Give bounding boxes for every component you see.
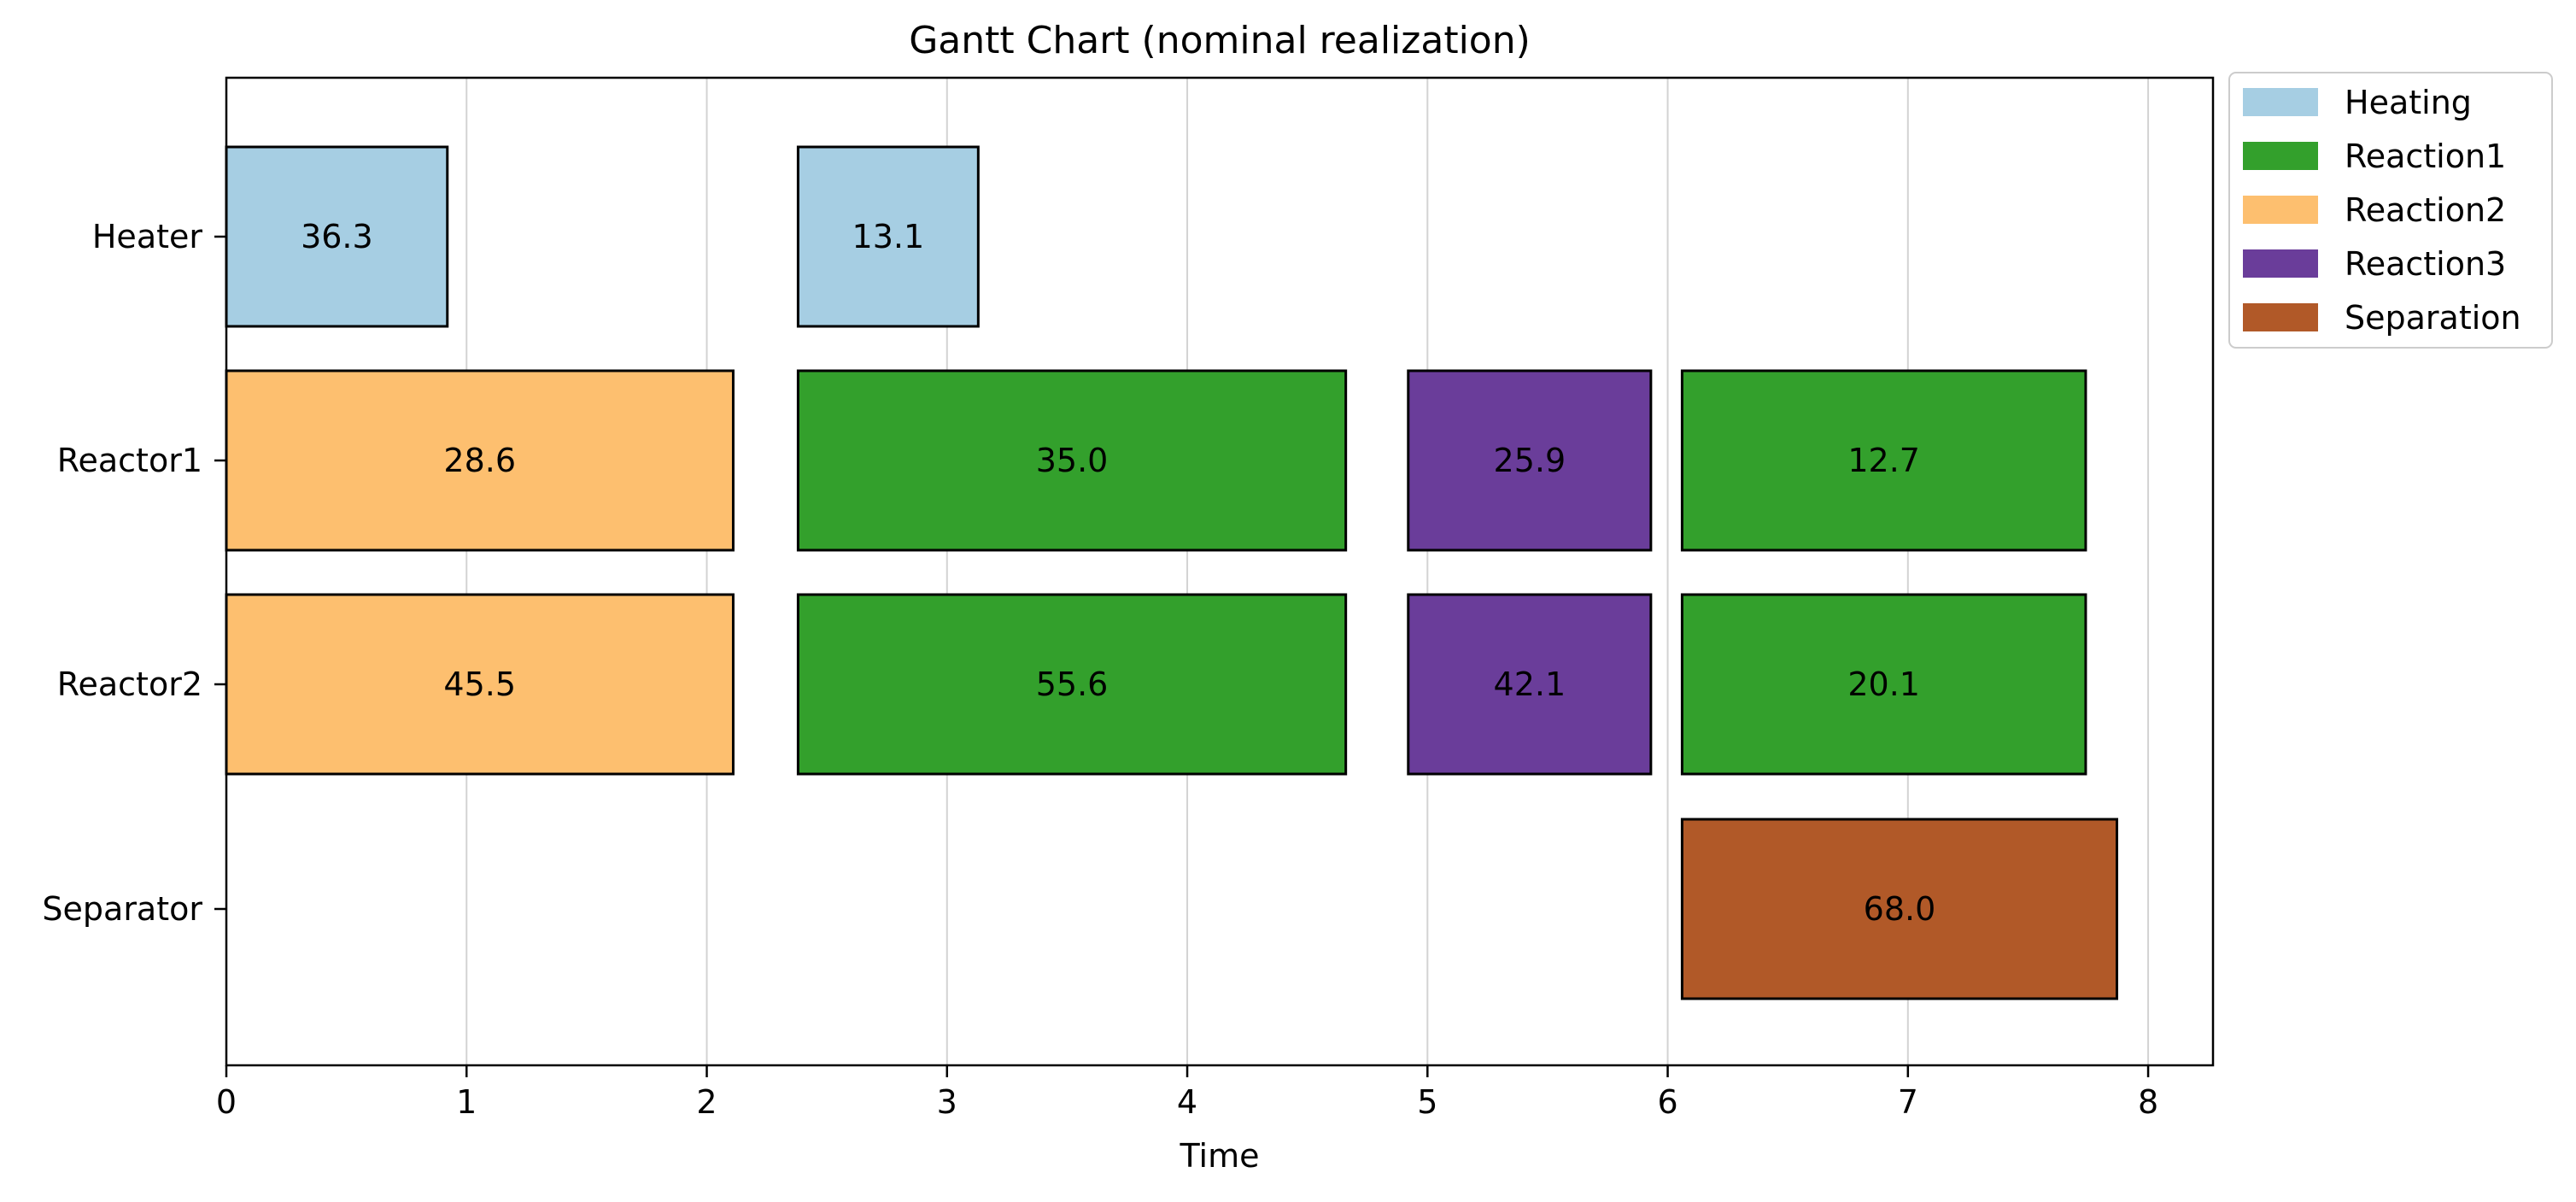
y-tick-label: Reactor1 [57,442,202,479]
gantt-bar [1407,369,1653,552]
gantt-bar [1680,369,2087,552]
bar-label: 45.5 [443,665,516,703]
legend-swatch [2243,142,2318,170]
gantt-bar [1680,593,2087,776]
y-axis: Heater Reactor1 Reactor2 Separator [42,218,226,928]
legend: Heating Reaction1 Reaction2 Reaction3 Separa… [2228,72,2553,349]
bar-label: 20.1 [1847,665,1920,703]
gantt-bar [1407,593,1653,776]
x-tick-label: 0 [216,1083,237,1121]
legend-label: Heating [2345,84,2472,121]
x-tick-label: 3 [937,1083,957,1121]
legend-label: Reaction1 [2345,138,2506,175]
bar-label: 12.7 [1847,442,1920,479]
y-tick-label: Heater [92,218,203,255]
gantt-bar [1680,818,2118,1000]
gantt-bar [225,593,735,776]
legend-label: Separation [2345,299,2521,337]
gantt-bar [796,145,980,328]
bar-label: 25.9 [1494,442,1566,479]
bar-label: 13.1 [852,218,925,255]
bar-label: 36.3 [301,218,373,255]
legend-swatch [2243,249,2318,278]
gantt-bar [796,369,1348,552]
x-axis-label: Time [1180,1137,1260,1175]
legend-box [2228,72,2553,349]
gantt-bar [796,593,1348,776]
bar-label: 42.1 [1494,665,1566,703]
x-tick-label: 2 [696,1083,717,1121]
legend-label: Reaction2 [2345,191,2506,229]
bars-layer: 36.3 13.1 28.6 35.0 25.9 12.7 45.5 55.6 42.1 20.1… [225,145,2118,1000]
plot-frame [225,76,2215,1067]
x-tick-label: 5 [1417,1083,1437,1121]
y-tick-label: Separator [42,890,202,928]
legend-label: Reaction3 [2345,245,2506,283]
x-tick-label: 4 [1177,1083,1197,1121]
x-tick-label: 7 [1898,1083,1918,1121]
x-tick-label: 8 [2138,1083,2158,1121]
bar-label: 68.0 [1864,890,1936,928]
gantt-bar [225,145,449,328]
bar-label: 55.6 [1036,665,1109,703]
x-tick-label: 6 [1657,1083,1677,1121]
legend-swatch [2243,303,2318,331]
y-tick-label: Reactor2 [57,665,202,703]
x-axis: 0 1 2 3 4 5 6 7 8 [216,1065,2158,1121]
legend-swatch [2243,196,2318,224]
bar-label: 35.0 [1036,442,1109,479]
gantt-bar [225,369,735,552]
legend-swatch [2243,88,2318,116]
x-tick-label: 1 [456,1083,477,1121]
bar-label: 28.6 [443,442,516,479]
chart-title: Gantt Chart (nominal realization) [909,19,1531,62]
